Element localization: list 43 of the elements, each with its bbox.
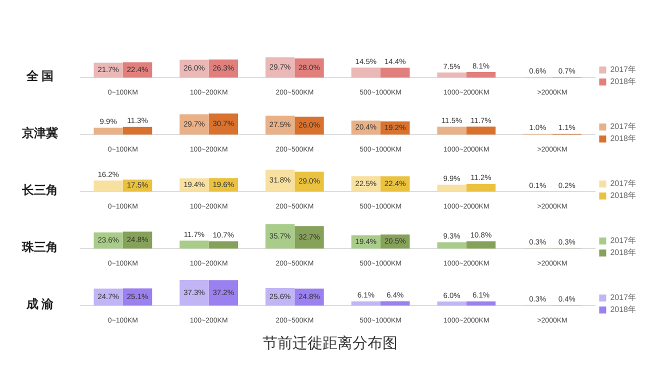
- text: 京津冀: [21, 124, 59, 142]
- bar: [437, 242, 466, 249]
- text: 珠三角: [20, 238, 59, 256]
- bar: [94, 288, 123, 306]
- bar: [208, 280, 238, 306]
- legend-label: 2018年: [610, 248, 636, 258]
- legend-label: 2017年: [610, 122, 636, 132]
- bar: [94, 128, 123, 135]
- bar: [180, 240, 209, 249]
- bar: [466, 72, 496, 78]
- legend-label: 2017年: [610, 179, 636, 188]
- legend-label: 2018年: [610, 305, 636, 314]
- legend-label: 2017年: [610, 236, 636, 246]
- bar: [94, 62, 123, 78]
- bar: [180, 280, 209, 306]
- legend-label: 2018年: [610, 191, 636, 200]
- bar: [94, 180, 123, 192]
- bar: [466, 126, 496, 135]
- bar: [437, 72, 466, 78]
- bar: [294, 226, 324, 249]
- bar: [122, 126, 152, 135]
- bar: [437, 301, 466, 306]
- legend-label: 2018年: [610, 77, 636, 86]
- legend-label: 2017年: [610, 65, 636, 74]
- bar: [294, 172, 324, 192]
- bar: [351, 68, 381, 78]
- legend-label: 2017年: [610, 293, 636, 302]
- bar: [265, 224, 295, 249]
- bar: [466, 241, 496, 249]
- text: 长三角: [21, 182, 59, 198]
- text: 全 国: [25, 68, 55, 84]
- bar: [380, 68, 410, 78]
- legend-label: 2018年: [610, 134, 636, 144]
- bar: [351, 301, 381, 306]
- bar: [380, 301, 410, 306]
- bar: [437, 184, 466, 192]
- bar: [180, 114, 209, 135]
- bar: [208, 241, 238, 249]
- text: 节前迁徙距离分布图: [262, 334, 398, 353]
- bar: [466, 184, 496, 192]
- text: 成 渝: [25, 296, 55, 312]
- bar: [437, 126, 466, 135]
- bar: [466, 301, 496, 306]
